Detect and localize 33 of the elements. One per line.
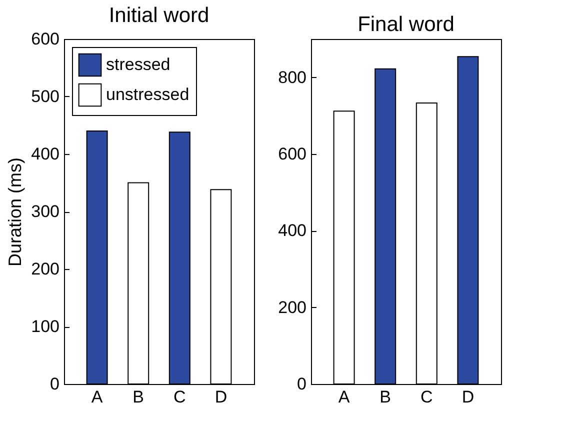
chart-title: Final word (358, 13, 454, 36)
bar (374, 68, 396, 384)
x-tick-label: D (214, 388, 228, 406)
chart-title: Initial word (108, 4, 210, 27)
y-tick-label: 600 (31, 30, 60, 48)
bar (210, 189, 232, 384)
y-tick-label: 600 (278, 144, 306, 164)
x-tick-label: A (338, 388, 350, 406)
x-tick-label: B (132, 388, 144, 406)
bar (416, 102, 438, 384)
bar (457, 56, 479, 384)
bar (333, 110, 355, 384)
x-tick-label: A (91, 388, 104, 406)
legend-label: stressed (106, 55, 170, 74)
x-tick-label: B (380, 388, 392, 406)
legend-label: unstressed (106, 85, 190, 104)
y-tick-label: 200 (278, 298, 306, 317)
y-tick-label: 800 (278, 68, 306, 87)
y-tick-label: 300 (31, 202, 60, 221)
x-tick-label: C (420, 388, 433, 406)
y-tick-label: 400 (31, 144, 60, 164)
x-tick-label: D (462, 388, 474, 406)
y-axis-title: Duration (ms) (5, 157, 26, 267)
y-tick-label: 100 (31, 317, 60, 336)
bar (128, 182, 150, 384)
y-tick-label: 200 (31, 260, 60, 278)
x-tick-label: C (174, 388, 186, 406)
bar (86, 130, 108, 384)
bar (168, 132, 190, 384)
y-tick-label: 0 (297, 374, 306, 394)
y-tick-label: 400 (278, 221, 306, 240)
y-tick-label: 500 (31, 87, 60, 106)
y-tick-label: 0 (50, 374, 60, 394)
